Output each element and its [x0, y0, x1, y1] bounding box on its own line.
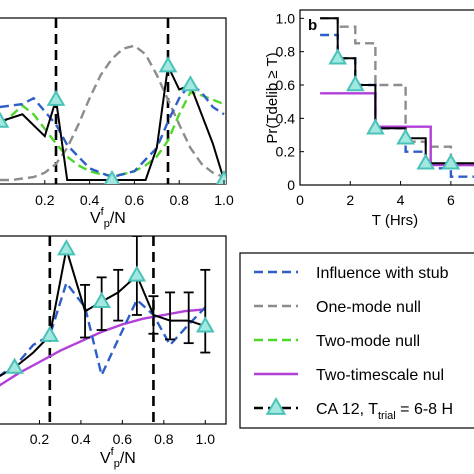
- legend-frame: [239, 252, 474, 429]
- panel-top-left-ca12-marker: [103, 169, 121, 184]
- panel-bottom-left-ca12-marker: [40, 325, 60, 342]
- panel-bottom-left-x-tick-label: 0.8: [154, 431, 174, 447]
- panel-top-left-x-tick-label: 1.0: [214, 192, 234, 208]
- panel-top-right-x-tick-label: 0: [296, 192, 304, 208]
- panel-top-left-ca12-marker: [46, 89, 66, 106]
- panel-top-right-series-ca12: [320, 17, 474, 165]
- panel-bottom-left-xlabel: Vfp/N: [100, 446, 136, 470]
- panel-top-right-frame: [299, 9, 474, 186]
- panel-top-right-xlabel: T (Hrs): [372, 212, 418, 229]
- panel-top-right-y-tick-label: 0.2: [276, 144, 296, 160]
- panel-top-right-y-tick-label: 0.6: [276, 77, 296, 93]
- panel-bottom-left-series-influence: [0, 280, 207, 379]
- panel-top-left-x-ticks: 0.2 0.4 0.6 0.8 1.0: [35, 180, 234, 208]
- panel-top-right-series-one_mode: [320, 17, 474, 167]
- panel-top-right-series-two_timescale: [320, 92, 474, 167]
- panel-top-right: 0 2 4 6 0 0.2 0.4 0.6 0.8 1.0 b Pr(Tdelib ≥ T) T …: [264, 9, 474, 229]
- legend: Influence with stub One-mode null Two-mode…: [239, 252, 474, 429]
- panel-top-left-x-tick-label: 0.4: [80, 192, 100, 208]
- panel-top-right-ca12-marker: [396, 128, 415, 145]
- panel-top-left-x-tick-label: 0.6: [125, 192, 145, 208]
- panel-bottom-left-frame: [0, 235, 227, 425]
- panel-top-right-ticks: 0 2 4 6 0 0.2 0.4 0.6 0.8 1.0: [276, 10, 455, 208]
- panel-bottom-left-ca12-marker: [5, 357, 24, 374]
- panel-bottom-left-x-tick-label: 1.0: [196, 431, 216, 447]
- panel-top-right-ca12-marker: [345, 74, 365, 92]
- legend-label-one_mode: One-mode null: [316, 299, 421, 316]
- panel-bottom-left: 0.2 0.4 0.6 0.8 1.0 Vfp/N: [0, 235, 227, 470]
- panel-top-right-ca12-marker: [328, 48, 348, 65]
- panel-top-left-plot: [0, 18, 226, 184]
- panel-top-right-y-tick-label: 0: [287, 177, 295, 193]
- panel-top-right-x-tick-label: 6: [447, 192, 455, 208]
- panel-top-right-y-tick-label: 1.0: [276, 10, 296, 26]
- panel-top-left: 0.2 0.4 0.6 0.8 1.0 Vfp/N: [0, 17, 234, 230]
- panel-top-right-x-tick-label: 4: [397, 192, 405, 208]
- panel-top-right-y-tick-label: 0.4: [276, 110, 296, 126]
- panel-top-right-plot: [320, 17, 474, 178]
- panel-top-left-x-tick-label: 0.8: [169, 192, 189, 208]
- panel-top-left-ca12-marker: [0, 111, 10, 128]
- panel-top-right-ca12-marker: [366, 118, 385, 135]
- legend-label-two_timescale: Two-timescale nul: [316, 367, 444, 384]
- panel-top-right-x-tick-label: 2: [346, 192, 354, 208]
- panel-top-left-ca12-marker: [158, 56, 178, 73]
- legend-label-two_mode: Two-mode null: [316, 333, 420, 350]
- panel-top-left-xlabel: Vfp/N: [90, 206, 126, 230]
- legend-items: Influence with stub One-mode null Two-mode…: [254, 265, 453, 422]
- panel-label-b: b: [308, 17, 317, 34]
- panel-bottom-left-plot: [0, 236, 215, 424]
- panel-bottom-left-ca12-marker: [57, 239, 76, 256]
- panel-bottom-left-x-tick-label: 0.4: [71, 431, 91, 447]
- panel-top-right-y-tick-label: 0.8: [276, 44, 296, 60]
- panel-top-right-ca12-marker: [416, 153, 436, 170]
- panel-bottom-left-x-ticks: 0.2 0.4 0.6 0.8 1.0: [30, 420, 215, 447]
- panel-top-right-ca12-marker: [441, 153, 461, 170]
- panel-bottom-left-x-tick-label: 0.6: [113, 431, 133, 447]
- panel-bottom-left-ca12-marker: [127, 265, 147, 282]
- panel-top-left-series-influence: [0, 81, 225, 179]
- panel-top-left-frame: [0, 17, 227, 185]
- panel-bottom-left-x-tick-label: 0.2: [30, 431, 50, 447]
- panel-top-left-series-two_mode: [0, 90, 225, 177]
- panel-bottom-left-ca12-marker: [195, 316, 215, 333]
- legend-label-influence: Influence with stub: [316, 265, 449, 282]
- panel-bottom-left-ca12-marker: [92, 291, 111, 308]
- panel-top-left-series-one_mode: [0, 44, 225, 182]
- panel-top-right-ylabel: Pr(Tdelib ≥ T): [264, 52, 281, 143]
- legend-label-ca12: CA 12, Ttrial = 6-8 H: [316, 401, 453, 422]
- panel-top-left-ca12-marker: [181, 75, 200, 92]
- legend-marker-ca12: [265, 396, 287, 415]
- panel-top-left-x-tick-label: 0.2: [35, 192, 55, 208]
